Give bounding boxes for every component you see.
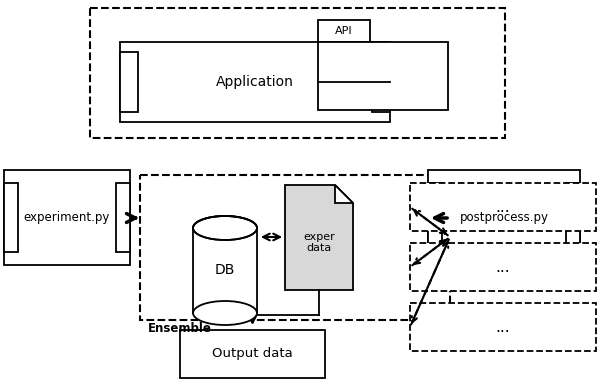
Polygon shape — [335, 185, 353, 203]
Bar — [4, 183, 18, 252]
Text: Output data: Output data — [212, 347, 293, 360]
Bar — [410, 243, 596, 291]
Text: ...: ... — [496, 200, 511, 215]
Text: ...: ... — [496, 320, 511, 335]
Bar — [193, 228, 257, 313]
Text: experiment.py: experiment.py — [24, 211, 110, 224]
Bar — [90, 8, 505, 138]
Text: ...: ... — [496, 259, 511, 274]
Bar — [410, 303, 596, 351]
Bar — [116, 183, 130, 252]
Text: DB: DB — [215, 264, 235, 277]
Bar — [428, 170, 580, 265]
Bar — [120, 52, 138, 112]
Bar — [318, 20, 370, 42]
Bar — [120, 42, 390, 122]
Ellipse shape — [193, 301, 257, 325]
Bar — [140, 175, 450, 320]
Text: postprocess.py: postprocess.py — [460, 211, 548, 224]
Bar — [410, 183, 596, 231]
Bar — [372, 52, 390, 112]
Ellipse shape — [193, 216, 257, 240]
Text: Application: Application — [216, 75, 294, 89]
Bar — [318, 42, 448, 110]
Polygon shape — [285, 185, 353, 290]
Bar — [566, 183, 580, 252]
Text: exper
data: exper data — [303, 232, 335, 253]
Text: API: API — [335, 26, 353, 36]
Text: Ensemble: Ensemble — [148, 322, 212, 335]
Ellipse shape — [193, 216, 257, 240]
Bar — [428, 183, 442, 252]
Bar — [4, 170, 130, 265]
Bar — [180, 330, 325, 378]
